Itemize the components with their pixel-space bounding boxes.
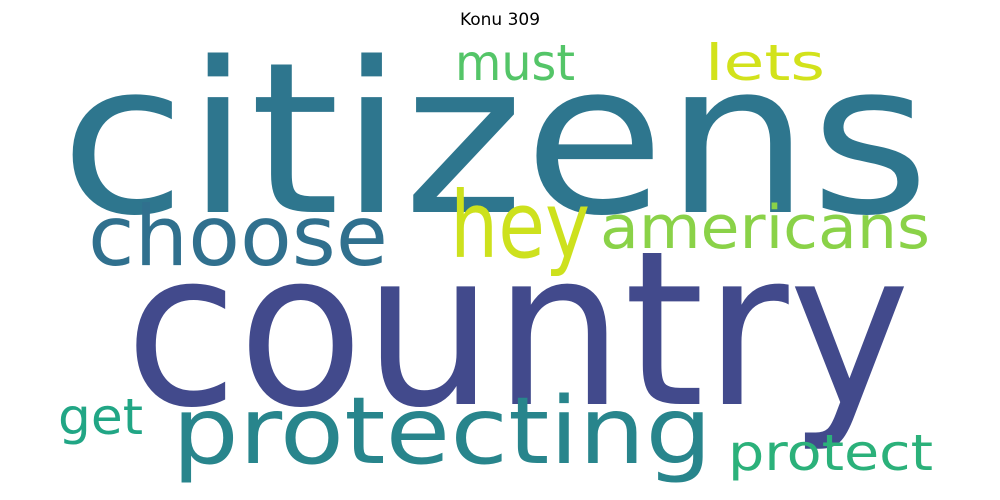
word-get: get bbox=[58, 388, 143, 446]
word-must: must bbox=[455, 34, 576, 92]
word-protect: protect bbox=[728, 424, 934, 482]
word-citizens: citizens bbox=[60, 17, 930, 262]
word-country: country bbox=[125, 204, 911, 455]
word-hey: hey bbox=[450, 172, 591, 279]
figure-title: Konu 309 bbox=[459, 10, 541, 30]
word-americans: americans bbox=[600, 193, 931, 263]
word-lets: lets bbox=[705, 34, 826, 92]
word-choose: choose bbox=[88, 188, 388, 285]
word-protecting: protecting bbox=[172, 377, 713, 485]
